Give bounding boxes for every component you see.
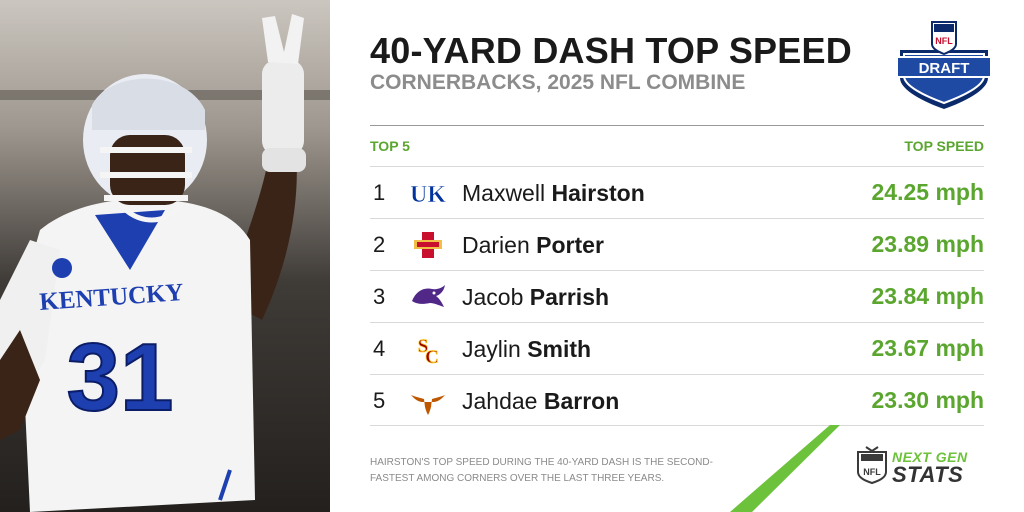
top-speed-value: 23.84 mph (871, 283, 985, 309)
player-name: Jahdae Barron (462, 388, 619, 415)
rank-number: 3 (373, 284, 386, 309)
table-row: 1 UK Maxwell Hairston 24.25 mph (370, 166, 984, 218)
player-first-name: Maxwell (462, 180, 546, 206)
next-gen-stats-logo: NEXT GEN STATS (892, 450, 992, 486)
table-row: 3 Jacob Parrish 23.84 mph (370, 270, 984, 322)
nfl-logo-text: NFL (935, 36, 953, 46)
player-photo: KENTUCKY 31 (0, 0, 330, 512)
player-first-name: Jaylin (462, 336, 521, 362)
header-divider (370, 125, 984, 126)
usc-logo-icon: S C (417, 336, 439, 365)
top-speed-value: 23.67 mph (871, 335, 985, 361)
table-row: 4 S C Jaylin Smith 23.67 mph (370, 322, 984, 374)
kentucky-logo-icon: UK (410, 182, 446, 209)
rank-number: 2 (373, 232, 386, 257)
footnote-text: HAIRSTON'S TOP SPEED DURING THE 40-YARD … (370, 457, 713, 484)
next-gen-label: NEXT GEN (892, 449, 968, 465)
player-last-name: Parrish (529, 284, 610, 310)
player-first-name: Jahdae (462, 388, 538, 414)
rank-number: 1 (373, 180, 386, 205)
jersey-number: 31 (67, 324, 174, 431)
leaderboard-table: 1 UK Maxwell Hairston 24.25 mph 2 Darien… (370, 166, 984, 426)
stats-label: STATS (892, 462, 964, 487)
column-header-rank: TOP 5 (370, 138, 410, 154)
player-last-name: Porter (536, 232, 604, 258)
page-title: 40-YARD DASH TOP SPEED (370, 30, 852, 71)
kansas-state-logo-icon (412, 285, 445, 307)
top-speed-value: 23.89 mph (871, 231, 985, 257)
column-header-speed: TOP SPEED (904, 138, 984, 154)
player-name: Darien Porter (462, 232, 604, 259)
player-first-name: Jacob (462, 284, 524, 310)
svg-text:S: S (418, 336, 429, 357)
page-subtitle: CORNERBACKS, 2025 NFL COMBINE (370, 71, 746, 94)
rank-number: 4 (373, 336, 386, 361)
rank-number: 5 (373, 388, 386, 413)
svg-text:C: C (425, 347, 439, 365)
top-speed-value: 23.30 mph (871, 387, 985, 413)
player-last-name: Smith (527, 336, 592, 362)
top-speed-value: 24.25 mph (871, 179, 985, 205)
player-last-name: Barron (543, 388, 620, 414)
player-last-name: Hairston (551, 180, 645, 206)
draft-logo-text: DRAFT (919, 60, 970, 77)
iowa-state-logo-icon (414, 232, 442, 258)
player-name: Jacob Parrish (462, 284, 609, 311)
player-first-name: Darien (462, 232, 530, 258)
table-row: 2 Darien Porter 23.89 mph (370, 218, 984, 270)
content-panel: 40-YARD DASH TOP SPEED CORNERBACKS, 2025… (370, 0, 992, 512)
player-illustration: KENTUCKY 31 (0, 0, 330, 512)
texas-longhorn-logo-icon (411, 395, 445, 415)
svg-text:UK: UK (410, 182, 446, 208)
svg-text:NFL: NFL (863, 467, 881, 477)
accent-slash (730, 425, 840, 512)
player-name: Jaylin Smith (462, 336, 591, 363)
nfl-draft-logo: DRAFT NFL (896, 21, 992, 109)
player-name: Maxwell Hairston (462, 180, 645, 207)
table-row: 5 Jahdae Barron 23.30 mph (370, 374, 984, 426)
nfl-shield-icon: NFL (857, 446, 887, 484)
